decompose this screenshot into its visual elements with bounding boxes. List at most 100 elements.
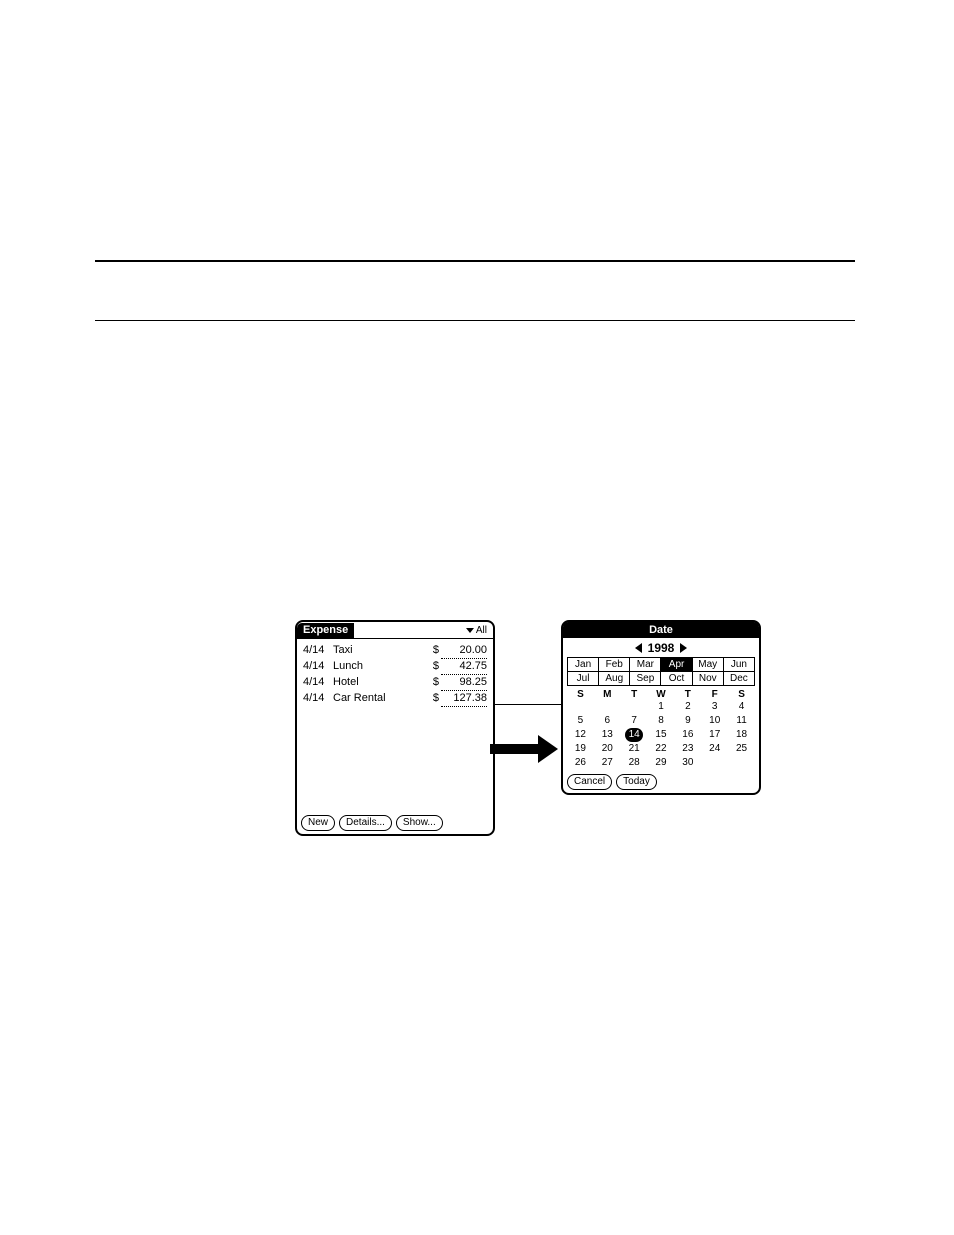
day-cell[interactable]: 10 [701, 714, 728, 728]
dow-label: W [648, 689, 675, 700]
month-cell[interactable]: Oct [661, 672, 692, 686]
month-cell[interactable]: Jun [724, 658, 755, 672]
expense-title: Expense [297, 623, 354, 638]
day-cell[interactable]: 3 [701, 700, 728, 714]
day-cell[interactable]: 7 [621, 714, 648, 728]
year-label: 1998 [648, 641, 675, 655]
cancel-button[interactable]: Cancel [567, 774, 612, 790]
month-cell[interactable]: Apr [661, 658, 692, 672]
day-cell[interactable]: 29 [648, 756, 675, 770]
day-cell[interactable]: 5 [567, 714, 594, 728]
next-year-icon[interactable] [680, 643, 687, 653]
dow-label: T [674, 689, 701, 700]
expense-type: Taxi [331, 643, 431, 658]
days-grid: 1234567891011121314151617181920212223242… [567, 700, 755, 770]
expense-amount[interactable]: 20.00 [441, 643, 487, 659]
year-navigator: 1998 [563, 638, 759, 657]
expense-row[interactable]: 4/14Hotel$98.25 [303, 675, 487, 691]
day-of-week-header: SMTWTFS [567, 689, 755, 700]
month-cell[interactable]: May [693, 658, 724, 672]
guide-line [493, 704, 563, 705]
expense-titlebar: Expense All [297, 622, 493, 638]
day-cell[interactable]: 12 [567, 728, 594, 742]
category-label: All [476, 625, 487, 636]
dropdown-icon [466, 628, 474, 633]
day-blank [621, 700, 648, 714]
day-cell[interactable]: 25 [728, 742, 755, 756]
arrow-icon [490, 735, 558, 763]
day-cell[interactable]: 1 [648, 700, 675, 714]
expense-type: Hotel [331, 675, 431, 690]
day-cell[interactable]: 17 [701, 728, 728, 742]
expense-date: 4/14 [303, 659, 331, 674]
day-cell[interactable]: 9 [674, 714, 701, 728]
expense-type: Car Rental [331, 691, 431, 706]
day-cell[interactable]: 16 [674, 728, 701, 742]
new-button[interactable]: New [301, 815, 335, 831]
expense-row[interactable]: 4/14Taxi$20.00 [303, 643, 487, 659]
day-cell[interactable]: 14 [621, 728, 648, 742]
month-cell[interactable]: Dec [724, 672, 755, 686]
expense-screen: Expense All 4/14Taxi$20.004/14Lunch$42.7… [295, 620, 495, 836]
dow-label: M [594, 689, 621, 700]
currency-symbol: $ [431, 691, 441, 706]
day-cell[interactable]: 28 [621, 756, 648, 770]
expense-amount[interactable]: 98.25 [441, 675, 487, 691]
dow-label: T [621, 689, 648, 700]
expense-date: 4/14 [303, 643, 331, 658]
rule-top [95, 260, 855, 262]
day-cell[interactable]: 2 [674, 700, 701, 714]
details-button[interactable]: Details... [339, 815, 392, 831]
expense-amount[interactable]: 42.75 [441, 659, 487, 675]
day-blank [594, 700, 621, 714]
day-cell[interactable]: 15 [648, 728, 675, 742]
rule-bottom [95, 320, 855, 321]
expense-amount[interactable]: 127.38 [441, 691, 487, 707]
day-cell[interactable]: 11 [728, 714, 755, 728]
currency-symbol: $ [431, 643, 441, 658]
currency-symbol: $ [431, 675, 441, 690]
today-button[interactable]: Today [616, 774, 657, 790]
month-cell[interactable]: Jul [568, 672, 599, 686]
expense-row[interactable]: 4/14Car Rental$127.38 [303, 691, 487, 707]
expense-row[interactable]: 4/14Lunch$42.75 [303, 659, 487, 675]
dow-label: S [728, 689, 755, 700]
category-picker[interactable]: All [466, 625, 493, 636]
expense-list: 4/14Taxi$20.004/14Lunch$42.754/14Hotel$9… [297, 639, 493, 711]
day-blank [567, 700, 594, 714]
day-cell[interactable]: 21 [621, 742, 648, 756]
currency-symbol: $ [431, 659, 441, 674]
day-cell[interactable]: 30 [674, 756, 701, 770]
day-cell[interactable]: 18 [728, 728, 755, 742]
month-cell[interactable]: Nov [693, 672, 724, 686]
day-cell[interactable]: 19 [567, 742, 594, 756]
expense-date: 4/14 [303, 675, 331, 690]
show-button[interactable]: Show... [396, 815, 443, 831]
date-title: Date [649, 623, 673, 637]
expense-buttons: New Details... Show... [297, 813, 447, 834]
day-cell[interactable]: 8 [648, 714, 675, 728]
day-cell[interactable]: 6 [594, 714, 621, 728]
dow-label: F [701, 689, 728, 700]
day-cell[interactable]: 22 [648, 742, 675, 756]
expense-type: Lunch [331, 659, 431, 674]
month-cell[interactable]: Aug [599, 672, 630, 686]
prev-year-icon[interactable] [635, 643, 642, 653]
date-buttons: Cancel Today [563, 772, 759, 793]
month-grid: JanFebMarAprMayJun JulAugSepOctNovDec [567, 657, 755, 686]
month-cell[interactable]: Sep [630, 672, 661, 686]
month-cell[interactable]: Mar [630, 658, 661, 672]
day-cell[interactable]: 23 [674, 742, 701, 756]
month-cell[interactable]: Jan [568, 658, 599, 672]
day-cell[interactable]: 24 [701, 742, 728, 756]
date-titlebar: Date [563, 622, 759, 638]
dow-label: S [567, 689, 594, 700]
month-cell[interactable]: Feb [599, 658, 630, 672]
day-cell[interactable]: 4 [728, 700, 755, 714]
day-cell[interactable]: 20 [594, 742, 621, 756]
day-cell[interactable]: 26 [567, 756, 594, 770]
day-cell[interactable]: 13 [594, 728, 621, 742]
expense-date: 4/14 [303, 691, 331, 706]
date-picker-screen: Date 1998 JanFebMarAprMayJunJulAugSepOct… [561, 620, 761, 795]
day-cell[interactable]: 27 [594, 756, 621, 770]
